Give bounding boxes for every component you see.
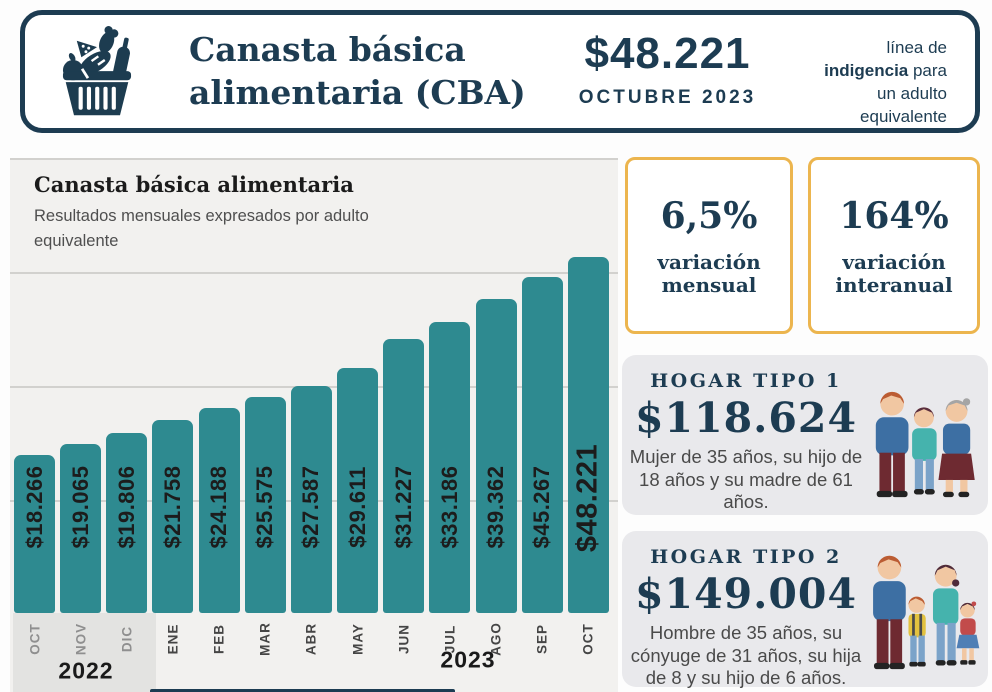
indigence-line-note: línea de indigencia para un adulto equiv…: [805, 37, 947, 129]
bar-value-label: $25.575: [252, 465, 278, 549]
monthly-variation-label: variación mensual: [657, 249, 761, 297]
month-tick-may-2023: MAY: [350, 623, 366, 655]
headline-value: $48.221: [584, 29, 751, 78]
year-2022-strip: [13, 613, 156, 692]
month-tick-ene-2023: ENE: [165, 623, 181, 655]
bar-value-label: $21.758: [159, 465, 185, 549]
household-type-1-text: HOGAR TIPO 1 $118.624 Mujer de 35 años, …: [622, 355, 870, 515]
bar-value-label: $39.362: [483, 465, 508, 549]
month-tick-oct-2023: OCT: [580, 623, 596, 655]
household-type-2-description: Hombre de 35 años, su cónyuge de 31 años…: [630, 622, 862, 689]
month-tick-mar-2023: MAR: [257, 622, 273, 656]
page-title: Canasta básica alimentaria (CBA): [189, 29, 526, 115]
bar-abr-2023: [290, 386, 332, 613]
month-tick-nov-2022: NOV: [73, 622, 89, 656]
household-type-2-heading: HOGAR TIPO 2: [650, 546, 842, 568]
bar-sep-2023: [521, 277, 563, 613]
interannual-variation-value: 164%: [839, 194, 949, 237]
chart-title: Canasta básica alimentaria: [34, 172, 354, 197]
family-of-four-illustration: [873, 555, 980, 670]
bar-nov-2022: [60, 444, 102, 613]
household-type-2-amount: $149.004: [635, 570, 857, 618]
page-title-line2: alimentaria (CBA): [189, 72, 526, 112]
bar-ene-2023: [152, 420, 194, 613]
year-label-2022: 2022: [58, 657, 114, 684]
note-bold: indigencia: [824, 60, 909, 80]
household-type-1-description: Mujer de 35 años, su hijo de 18 años y s…: [629, 446, 863, 513]
gridline: [10, 272, 618, 274]
bar-value-label: $19.065: [67, 465, 93, 549]
bar-value-label: $27.587: [298, 465, 324, 549]
household-type-1-amount: $118.624: [635, 394, 857, 442]
month-tick-jun-2023: JUN: [396, 623, 412, 655]
month-tick-dic-2022: DIC: [119, 625, 135, 653]
month-tick-abr-2023: ABR: [303, 622, 319, 656]
month-tick-feb-2023: FEB: [211, 624, 227, 654]
year-label-2023: 2023: [440, 646, 496, 673]
bar-value-label: $18.266: [21, 465, 47, 549]
headline-value-block: $48.221 OCTUBRE 2023: [565, 29, 770, 109]
bar-value-label: $19.806: [113, 465, 139, 549]
household-type-2-card: HOGAR TIPO 2 $149.004 Hombre de 35 años,…: [622, 531, 988, 689]
cutoff-footer-strip: [150, 689, 455, 692]
bar-may-2023: [337, 368, 379, 613]
bar-jun-2023: [383, 339, 425, 613]
household-type-2-text: HOGAR TIPO 2 $149.004 Hombre de 35 años,…: [622, 531, 870, 689]
bar-chart-panel: Canasta básica alimentaria Resultados me…: [10, 158, 618, 692]
household-type-1-heading: HOGAR TIPO 1: [650, 370, 842, 392]
interannual-variation-box: 164% variación interanual: [808, 157, 980, 334]
note-post: para un adulto equivalente: [860, 60, 947, 126]
bar-value-label: $29.611: [344, 466, 370, 548]
monthly-variation-box: 6,5% variación mensual: [625, 157, 793, 334]
food-basket-icon: [62, 25, 132, 115]
monthly-variation-value: 6,5%: [660, 194, 758, 237]
bar-dic-2022: [106, 433, 148, 613]
header-banner: Canasta básica alimentaria (CBA) $48.221…: [20, 10, 980, 133]
household-type-1-card: HOGAR TIPO 1 $118.624 Mujer de 35 años, …: [622, 355, 988, 515]
bar-value-label: $31.227: [390, 465, 416, 549]
bar-value-label: $24.188: [206, 465, 232, 549]
month-tick-sep-2023: SEP: [534, 623, 550, 655]
headline-period: OCTUBRE 2023: [578, 87, 757, 108]
interannual-variation-label: variación interanual: [835, 249, 953, 297]
bar-mar-2023: [244, 397, 286, 613]
bar-oct-2023: [567, 257, 609, 613]
bar-feb-2023: [198, 408, 240, 613]
family-of-three-illustration: [875, 391, 975, 498]
bar-ago-2023: [475, 299, 517, 613]
note-pre: línea de: [886, 38, 948, 57]
gridline: [10, 158, 618, 160]
bar-oct-2022: [14, 455, 55, 613]
bar-value-label: $33.186: [436, 465, 462, 549]
bar-value-label: $48.221: [571, 443, 604, 553]
page-title-line1: Canasta básica: [189, 29, 466, 69]
month-tick-oct-2022: OCT: [27, 623, 42, 655]
bar-value-label: $45.267: [529, 465, 555, 549]
bar-jul-2023: [429, 322, 471, 613]
chart-subtitle: Resultados mensuales expresados por adul…: [34, 207, 369, 250]
